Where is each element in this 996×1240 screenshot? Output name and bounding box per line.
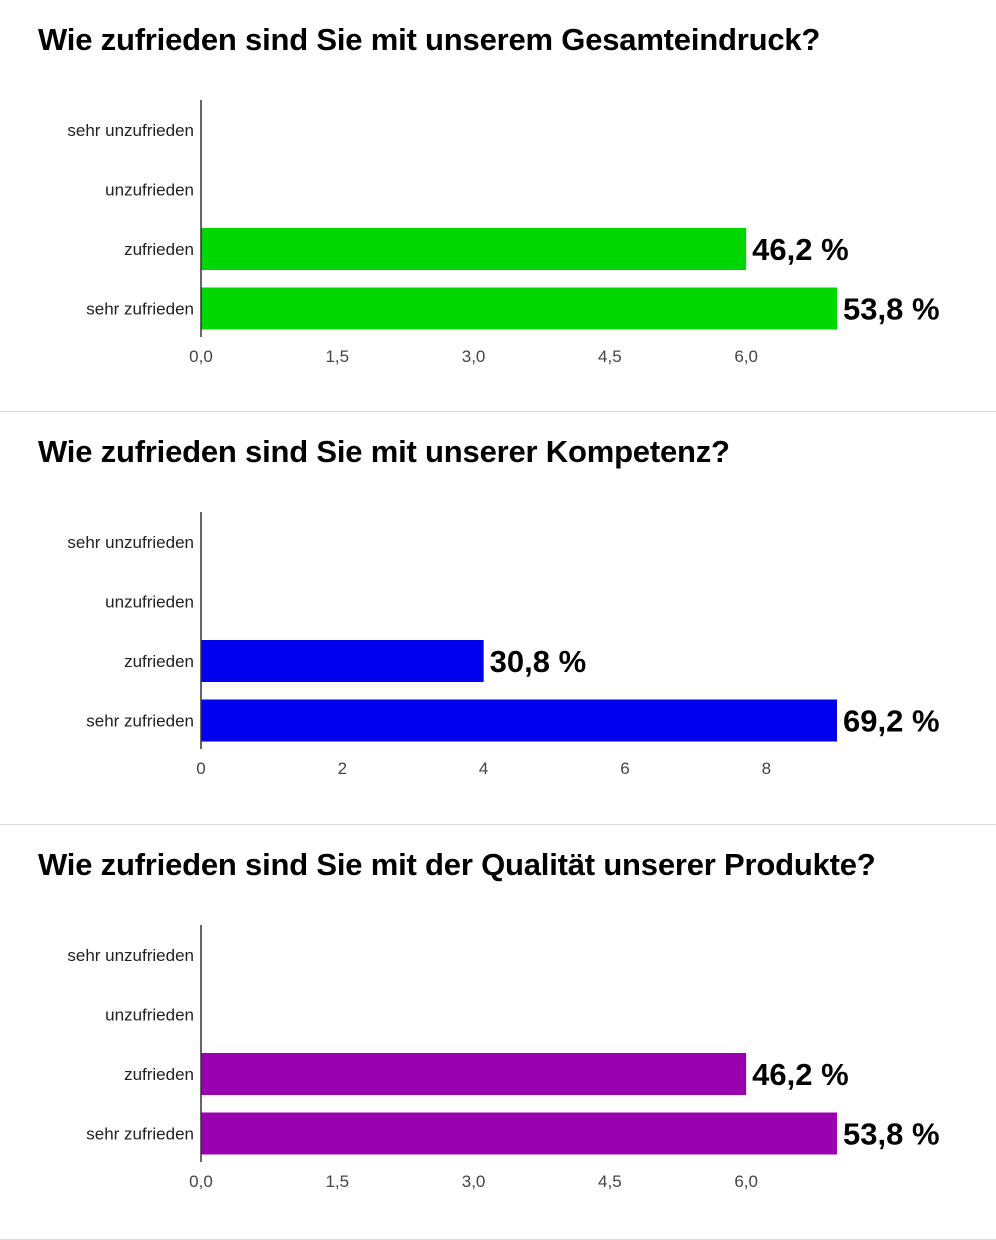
x-tick-label: 4,5 — [598, 1172, 622, 1191]
chart-svg: sehr unzufrieden unzufrieden zufrieden 46,2… — [67, 100, 940, 366]
x-tick-label: 1,5 — [325, 1172, 349, 1191]
x-tick-label: 4,5 — [598, 347, 622, 366]
chart-panel-gesamteindruck: Wie zufrieden sind Sie mit unserem Gesam… — [0, 0, 996, 412]
chart-svg: sehr unzufrieden unzufrieden zufrieden 30,8… — [67, 512, 940, 778]
x-tick-label: 6,0 — [734, 347, 758, 366]
data-label: 46,2 % — [752, 1057, 849, 1092]
x-tick-label: 1,5 — [325, 347, 349, 366]
bar — [201, 287, 837, 330]
data-label: 53,8 % — [843, 1117, 940, 1152]
category-label: unzufrieden — [105, 1006, 194, 1025]
bar — [201, 640, 484, 682]
x-tick-label: 4 — [479, 759, 488, 778]
x-tick-label: 0,0 — [189, 347, 213, 366]
x-tick-label: 3,0 — [462, 1172, 486, 1191]
chart-title: Wie zufrieden sind Sie mit unserem Gesam… — [38, 22, 821, 57]
category-label: sehr zufrieden — [86, 300, 194, 319]
chart-title: Wie zufrieden sind Sie mit unserer Kompe… — [38, 434, 730, 469]
bar — [201, 1053, 747, 1095]
x-tick-label: 2 — [338, 759, 347, 778]
x-tick-label: 6,0 — [734, 1172, 758, 1191]
category-label: unzufrieden — [105, 181, 194, 200]
x-tick-label: 0,0 — [189, 1172, 213, 1191]
category-label: zufrieden — [124, 240, 194, 259]
data-label: 53,8 % — [843, 292, 940, 327]
bar — [201, 1112, 837, 1155]
data-label: 30,8 % — [490, 644, 587, 679]
category-label: zufrieden — [124, 652, 194, 671]
category-label: sehr zufrieden — [86, 712, 194, 731]
bar — [201, 699, 837, 742]
x-tick-label: 0 — [196, 759, 205, 778]
category-label: zufrieden — [124, 1065, 194, 1084]
category-label: unzufrieden — [105, 593, 194, 612]
chart-title: Wie zufrieden sind Sie mit der Qualität … — [38, 847, 876, 882]
data-label: 46,2 % — [752, 232, 849, 267]
category-label: sehr unzufrieden — [67, 533, 194, 552]
x-tick-label: 6 — [620, 759, 629, 778]
x-tick-label: 3,0 — [462, 347, 486, 366]
data-label: 69,2 % — [843, 704, 940, 739]
chart-panel-kompetenz: Wie zufrieden sind Sie mit unserer Kompe… — [0, 412, 996, 825]
category-label: sehr unzufrieden — [67, 121, 194, 140]
chart-svg: sehr unzufrieden unzufrieden zufrieden 46,2… — [67, 925, 940, 1191]
bar — [201, 228, 747, 270]
x-tick-label: 8 — [762, 759, 771, 778]
chart-panel-produktqualitaet: Wie zufrieden sind Sie mit der Qualität … — [0, 825, 996, 1240]
category-label: sehr zufrieden — [86, 1125, 194, 1144]
category-label: sehr unzufrieden — [67, 946, 194, 965]
